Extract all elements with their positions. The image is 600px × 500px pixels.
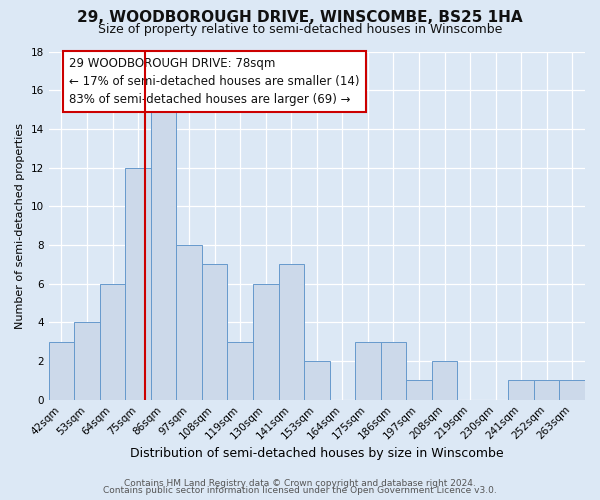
Bar — [355, 342, 380, 400]
Bar — [278, 264, 304, 400]
Bar — [380, 342, 406, 400]
Text: Contains public sector information licensed under the Open Government Licence v3: Contains public sector information licen… — [103, 486, 497, 495]
Bar — [227, 342, 253, 400]
Bar — [202, 264, 227, 400]
Bar — [508, 380, 534, 400]
Bar — [253, 284, 278, 400]
Text: Size of property relative to semi-detached houses in Winscombe: Size of property relative to semi-detach… — [98, 22, 502, 36]
Bar — [100, 284, 125, 400]
Bar — [406, 380, 432, 400]
Bar — [151, 110, 176, 400]
Bar — [49, 342, 74, 400]
Bar — [304, 361, 329, 400]
X-axis label: Distribution of semi-detached houses by size in Winscombe: Distribution of semi-detached houses by … — [130, 447, 503, 460]
Bar — [125, 168, 151, 400]
Y-axis label: Number of semi-detached properties: Number of semi-detached properties — [15, 122, 25, 328]
Text: Contains HM Land Registry data © Crown copyright and database right 2024.: Contains HM Land Registry data © Crown c… — [124, 478, 476, 488]
Bar — [559, 380, 585, 400]
Bar — [176, 245, 202, 400]
Bar — [74, 322, 100, 400]
Bar — [432, 361, 457, 400]
Bar — [534, 380, 559, 400]
Text: 29 WOODBOROUGH DRIVE: 78sqm
← 17% of semi-detached houses are smaller (14)
83% o: 29 WOODBOROUGH DRIVE: 78sqm ← 17% of sem… — [69, 58, 359, 106]
Text: 29, WOODBOROUGH DRIVE, WINSCOMBE, BS25 1HA: 29, WOODBOROUGH DRIVE, WINSCOMBE, BS25 1… — [77, 10, 523, 25]
